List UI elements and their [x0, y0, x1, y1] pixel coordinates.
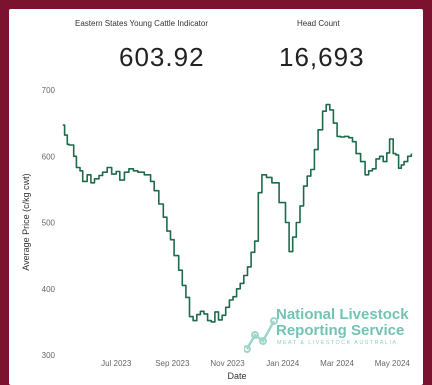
indicator-value: 603.92 [119, 42, 205, 72]
nlrs-logo-icon [244, 317, 278, 353]
head-count-label: Head Count [297, 19, 340, 28]
logo-line-1: National Livestock [276, 306, 409, 323]
y-tick-label: 700 [42, 86, 56, 95]
y-axis-title: Average Price (c/kg cwt) [21, 173, 31, 270]
x-axis-title: Date [227, 371, 246, 381]
y-tick-label: 500 [42, 219, 56, 228]
logo-subline: MEAT & LIVESTOCK AUSTRALIA [277, 340, 398, 346]
series-line-0 [62, 103, 413, 323]
price-line-chart: 300 400 500 600 700 Jul 2023 Sep 2023 Nov 2023 J… [21, 86, 413, 381]
head-count-value: 16,693 [279, 42, 365, 72]
y-tick-label: 300 [42, 351, 56, 360]
y-tick-label: 600 [42, 152, 56, 161]
x-tick-label: Mar 2024 [320, 359, 354, 368]
indicator-label: Eastern States Young Cattle Indicator [75, 19, 208, 28]
x-tick-label: May 2024 [375, 359, 411, 368]
x-tick-label: Sep 2023 [155, 359, 190, 368]
x-tick-label: Nov 2023 [210, 359, 245, 368]
x-tick-label: Jan 2024 [266, 359, 299, 368]
dashboard-card: Eastern States Young Cattle Indicator 60… [9, 9, 423, 385]
x-tick-label: Jul 2023 [101, 359, 132, 368]
logo-line-2: Reporting Service [276, 322, 405, 339]
y-tick-label: 400 [42, 285, 56, 294]
nlrs-watermark-logo: National Livestock Reporting Service MEA… [244, 305, 422, 369]
